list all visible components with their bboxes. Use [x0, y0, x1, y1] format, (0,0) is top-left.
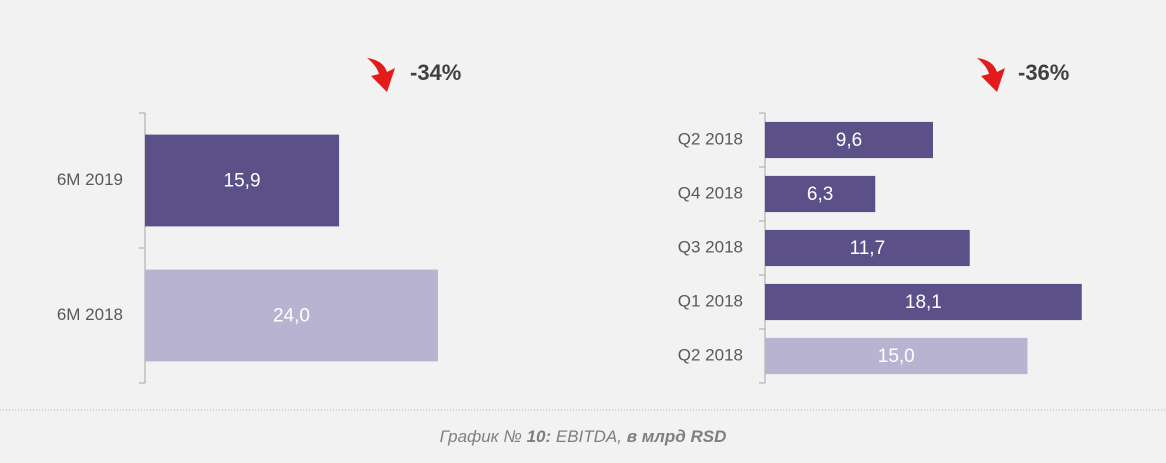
value-label: 11,7 [850, 238, 886, 259]
bar [145, 269, 438, 362]
annotation: -34% [410, 60, 461, 85]
category-label: Q1 2018 [678, 291, 743, 310]
bar [765, 175, 876, 213]
caption-number: 10: [527, 427, 552, 446]
category-label: 6M 2019 [57, 170, 123, 189]
value-label: 9,6 [836, 130, 862, 151]
bar [765, 229, 970, 267]
category-label: Q2 2018 [678, 345, 743, 364]
value-label: 15,0 [878, 346, 915, 367]
down-arrow-icon [977, 58, 1005, 92]
annotation: -36% [1018, 60, 1069, 85]
category-label: Q4 2018 [678, 183, 743, 202]
category-label: Q3 2018 [678, 237, 743, 256]
caption-middle: EBITDA, [551, 427, 627, 446]
bar [765, 337, 1028, 375]
down-arrow-icon [367, 58, 395, 92]
caption-prefix: График № [440, 427, 527, 446]
category-label: Q2 2018 [678, 129, 743, 148]
value-label: 15,9 [224, 171, 261, 192]
bar [765, 283, 1082, 321]
category-label: 6M 2018 [57, 305, 123, 324]
value-label: 24,0 [273, 306, 310, 327]
caption: График № 10: EBITDA, в млрд RSD [440, 427, 727, 446]
bar [765, 121, 933, 159]
value-label: 18,1 [905, 292, 942, 313]
caption-unit: в млрд RSD [627, 427, 727, 446]
value-label: 6,3 [807, 184, 833, 205]
bar [145, 134, 340, 227]
